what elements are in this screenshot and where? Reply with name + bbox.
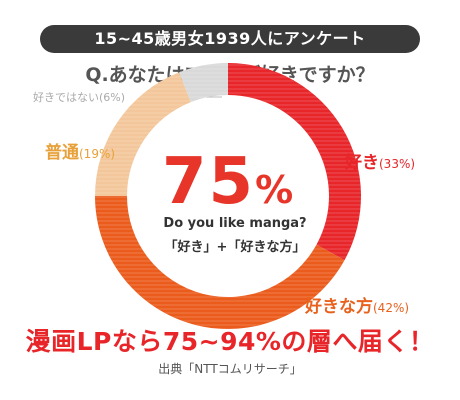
center-percentage: 75% — [162, 150, 312, 214]
label-neutral-pct: (19%) — [79, 147, 116, 161]
label-ratherlike: 好きな方(42%) — [305, 292, 409, 317]
source-note: 出典「NTTコムリサーチ」 — [158, 362, 302, 376]
label-neutral: 普通(19%) — [45, 138, 115, 163]
label-like: 好き(33%) — [345, 148, 415, 173]
slice-like-texture — [228, 63, 362, 261]
label-dislike-name: 好きではない — [33, 91, 99, 104]
label-dislike: 好きではない(6%) — [33, 89, 125, 105]
slice-rather-like-texture — [95, 196, 345, 330]
slice-dislike-texture — [179, 63, 228, 103]
headline: 漫画LPなら75~94%の層へ届く！ — [25, 327, 435, 356]
slice-neutral-texture — [95, 72, 191, 196]
label-ratherlike-pct: (42%) — [373, 301, 410, 315]
label-ratherlike-name: 好きな方 — [305, 297, 373, 317]
label-like-name: 好き — [345, 153, 379, 173]
center-subtitle-en: Do you like manga? — [163, 216, 307, 231]
label-like-pct: (33%) — [379, 157, 416, 171]
label-dislike-pct: (6%) — [99, 91, 126, 104]
center-subtitle-jp: 「好き」+「好きな方」 — [164, 240, 306, 255]
label-neutral-name: 普通 — [45, 143, 79, 163]
center-number: 75 — [162, 145, 256, 219]
survey-banner: 15~45歳男女1939人にアンケート — [40, 25, 420, 53]
center-percent-symbol: % — [255, 168, 294, 212]
